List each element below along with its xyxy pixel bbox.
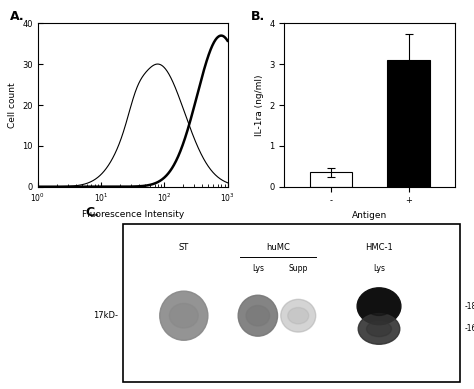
Text: C.: C. <box>85 206 99 219</box>
Text: B.: B. <box>251 10 265 23</box>
Text: Lys: Lys <box>252 264 264 273</box>
Ellipse shape <box>246 305 270 326</box>
Bar <box>387 60 430 187</box>
Text: A.: A. <box>9 10 24 23</box>
Ellipse shape <box>357 288 401 325</box>
Text: -18kD: -18kD <box>465 302 474 311</box>
Y-axis label: IL-1ra (ng/ml): IL-1ra (ng/ml) <box>255 74 264 136</box>
Text: Supp: Supp <box>289 264 308 273</box>
Ellipse shape <box>366 321 392 336</box>
Text: HMC-1: HMC-1 <box>365 244 393 252</box>
Ellipse shape <box>169 303 198 328</box>
X-axis label: Fluorescence Intensity: Fluorescence Intensity <box>82 210 184 219</box>
Text: -16kD: -16kD <box>465 324 474 333</box>
Ellipse shape <box>281 299 316 332</box>
Bar <box>310 172 352 187</box>
Ellipse shape <box>366 297 392 315</box>
Ellipse shape <box>358 314 400 344</box>
X-axis label: Antigen: Antigen <box>352 211 387 220</box>
Text: 17kD-: 17kD- <box>93 311 118 320</box>
Ellipse shape <box>238 295 278 336</box>
Text: ST: ST <box>179 244 189 252</box>
Y-axis label: Cell count: Cell count <box>8 82 17 128</box>
Ellipse shape <box>288 308 309 324</box>
Ellipse shape <box>160 291 208 340</box>
Text: Lys: Lys <box>373 264 385 273</box>
Bar <box>123 224 460 382</box>
Text: huMC: huMC <box>266 244 290 252</box>
